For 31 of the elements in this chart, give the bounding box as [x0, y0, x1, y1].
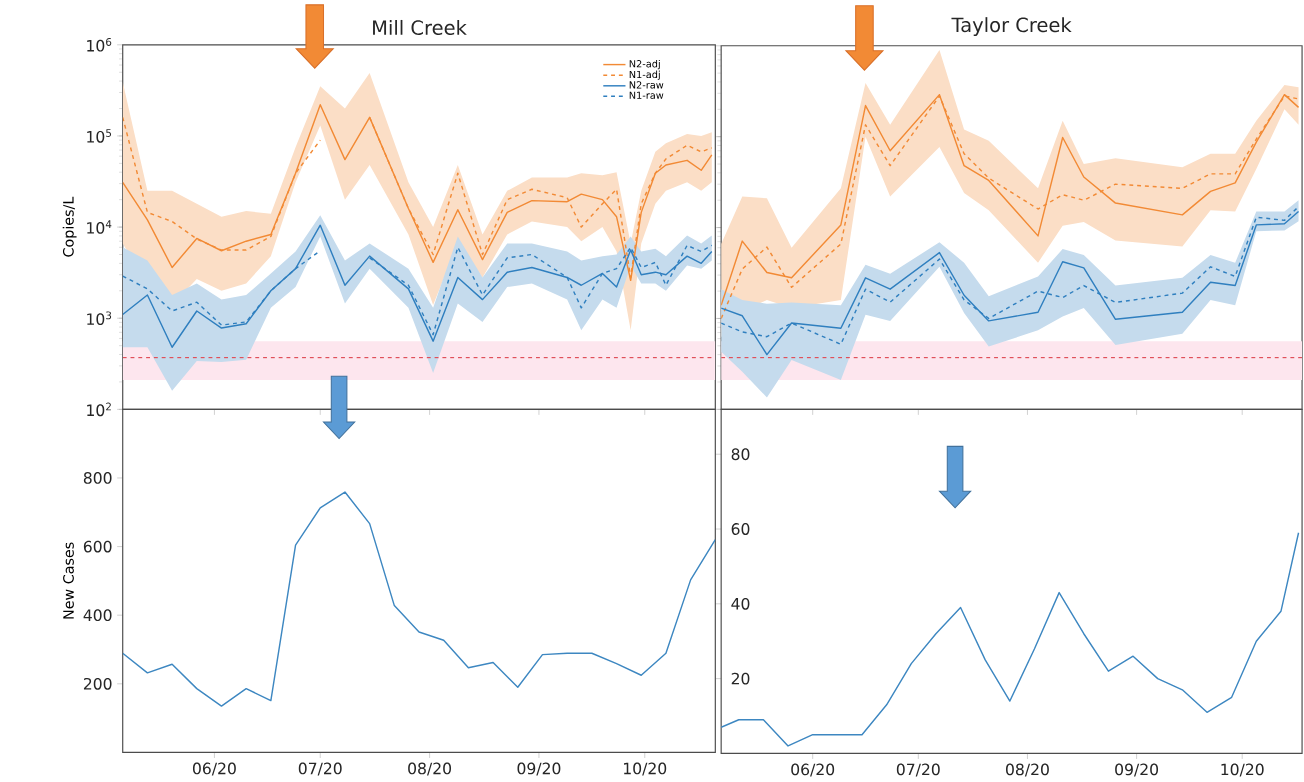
x-tick-label: 07/20	[298, 762, 342, 776]
y-tick-label: 10$^{5}$	[87, 129, 112, 143]
y-tick-label: 20	[731, 672, 750, 685]
chart-title: Taylor Creek	[951, 17, 1072, 37]
y-axis-title: New Cases	[63, 542, 74, 619]
legend-label: N2-raw	[629, 81, 664, 89]
x-tick-label: 06/20	[192, 762, 236, 776]
y-tick-label: 10$^{6}$	[87, 38, 112, 52]
y-tick-label: 10$^{2}$	[87, 402, 111, 417]
y-axis-title: Copies/L	[62, 196, 77, 257]
x-tick-label: 07/20	[896, 763, 940, 777]
x-tick-label: 08/20	[1006, 763, 1049, 777]
legend-label: N1-adj	[629, 70, 660, 81]
y-tick-label: 10$^{4}$	[87, 220, 112, 234]
x-tick-label: 09/20	[1115, 763, 1159, 777]
chart-title: Mill Creek	[373, 20, 467, 36]
y-tick-label: 600	[83, 540, 112, 553]
x-tick-label: 10/20	[624, 762, 667, 776]
y-tick-label: 60	[731, 523, 750, 536]
y-tick-label: 800	[83, 472, 112, 485]
y-tick-label: 200	[83, 678, 112, 690]
legend-label: N2-adj	[629, 60, 660, 70]
x-tick-label: 09/20	[517, 762, 561, 776]
x-tick-label: 10/20	[1221, 763, 1264, 777]
x-tick-label: 06/20	[791, 763, 835, 777]
y-tick-label: 10$^{3}$	[87, 311, 112, 326]
y-tick-label: 400	[83, 609, 112, 622]
legend-label: N1-raw	[629, 91, 664, 100]
x-tick-label: 08/20	[408, 762, 452, 776]
y-tick-label: 40	[731, 598, 750, 610]
y-tick-label: 80	[731, 448, 750, 461]
